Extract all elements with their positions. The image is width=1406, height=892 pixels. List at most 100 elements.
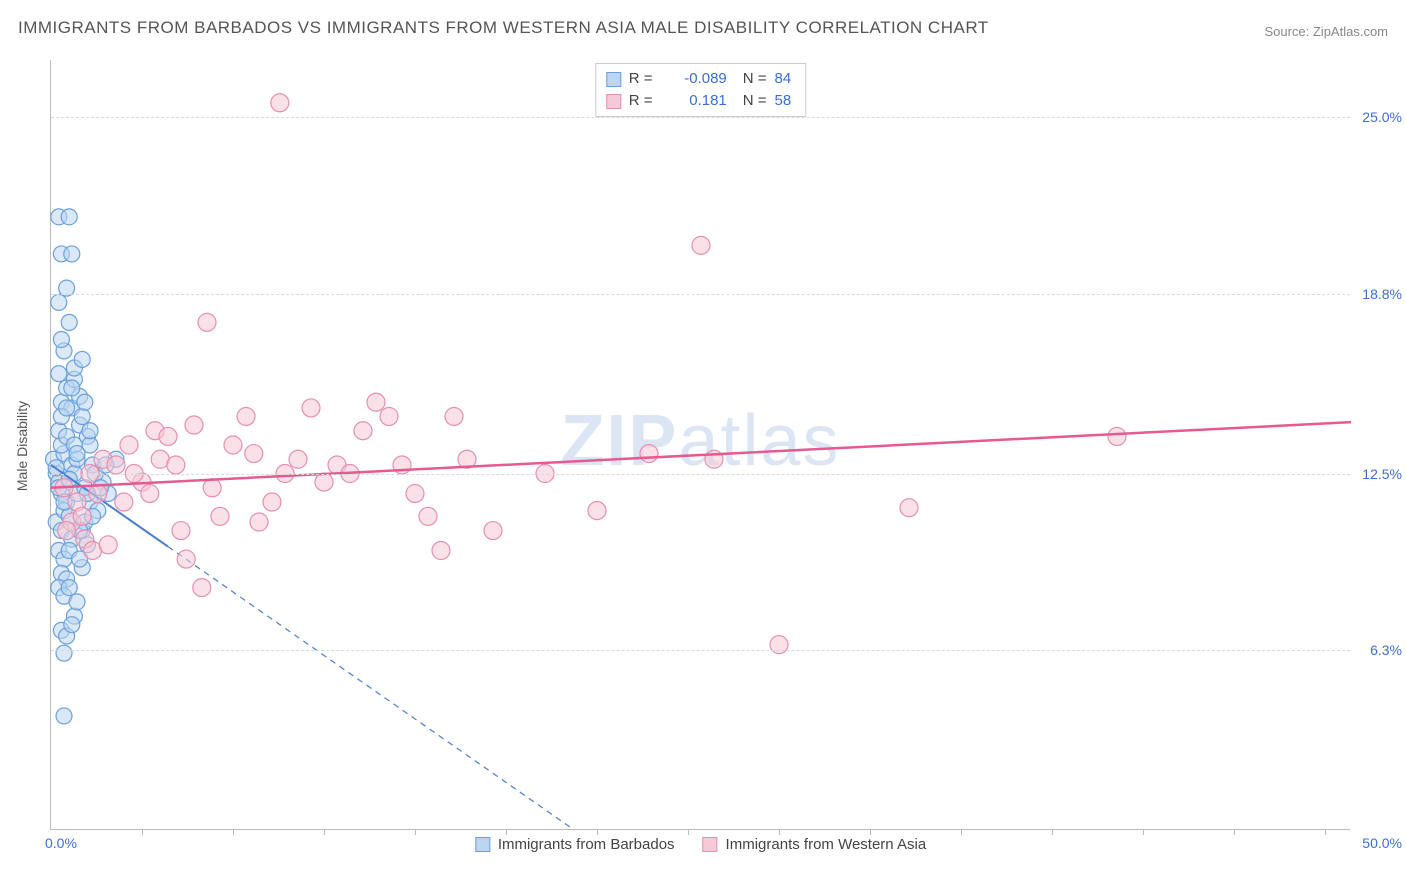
plot-area: ZIPatlas R = -0.089 N = 84 R = 0.181 N =… — [50, 60, 1350, 830]
scatter-point — [640, 445, 658, 463]
scatter-point — [51, 366, 67, 382]
scatter-point — [177, 550, 195, 568]
scatter-point — [692, 236, 710, 254]
legend-swatch-0 — [606, 72, 621, 87]
stat-r-value-0: -0.089 — [671, 68, 727, 90]
scatter-point — [64, 246, 80, 262]
xtick-mark — [688, 829, 689, 835]
chart-title: IMMIGRANTS FROM BARBADOS VS IMMIGRANTS F… — [18, 18, 989, 38]
stat-r-label: R = — [629, 90, 663, 112]
scatter-point — [61, 209, 77, 225]
scatter-point — [107, 456, 125, 474]
scatter-point — [69, 594, 85, 610]
scatter-point — [56, 645, 72, 661]
xtick-mark — [961, 829, 962, 835]
gridline — [51, 294, 1350, 295]
scatter-point — [172, 522, 190, 540]
scatter-point — [64, 380, 80, 396]
scatter-point — [73, 507, 91, 525]
ytick-label: 25.0% — [1354, 109, 1402, 125]
scatter-point — [69, 446, 85, 462]
scatter-point — [59, 400, 75, 416]
xtick-label: 50.0% — [1362, 835, 1402, 851]
scatter-point — [445, 407, 463, 425]
xtick-mark — [1325, 829, 1326, 835]
scatter-point — [588, 502, 606, 520]
scatter-point — [203, 479, 221, 497]
scatter-point — [224, 436, 242, 454]
xtick-mark — [870, 829, 871, 835]
legend-swatch-0 — [475, 837, 490, 852]
legend-label-1: Immigrants from Western Asia — [726, 836, 927, 853]
scatter-point — [64, 617, 80, 633]
xtick-mark — [506, 829, 507, 835]
scatter-point — [89, 484, 107, 502]
scatter-point — [198, 313, 216, 331]
y-axis-label: Male Disability — [14, 401, 30, 491]
ytick-label: 6.3% — [1354, 642, 1402, 658]
scatter-point — [354, 422, 372, 440]
scatter-point — [99, 536, 117, 554]
scatter-point — [61, 314, 77, 330]
legend-item-1: Immigrants from Western Asia — [703, 836, 927, 853]
chart-svg — [51, 60, 1350, 829]
bottom-legend: Immigrants from Barbados Immigrants from… — [463, 836, 938, 853]
xtick-mark — [415, 829, 416, 835]
scatter-point — [263, 493, 281, 511]
ytick-label: 18.8% — [1354, 286, 1402, 302]
scatter-point — [250, 513, 268, 531]
scatter-point — [61, 580, 77, 596]
scatter-point — [419, 507, 437, 525]
stat-r-value-1: 0.181 — [671, 90, 727, 112]
scatter-point — [211, 507, 229, 525]
stat-n-label: N = — [743, 90, 767, 112]
scatter-point — [58, 522, 76, 540]
xtick-mark — [233, 829, 234, 835]
stat-n-value-1: 58 — [775, 90, 792, 112]
trend-line-dashed — [168, 547, 574, 830]
scatter-point — [120, 436, 138, 454]
xtick-mark — [597, 829, 598, 835]
scatter-point — [289, 450, 307, 468]
legend-item-0: Immigrants from Barbados — [475, 836, 675, 853]
xtick-label: 0.0% — [45, 835, 77, 851]
legend-swatch-1 — [703, 837, 718, 852]
legend-stats-row-1: R = 0.181 N = 58 — [606, 90, 791, 112]
xtick-mark — [142, 829, 143, 835]
legend-label-0: Immigrants from Barbados — [498, 836, 675, 853]
scatter-point — [74, 351, 90, 367]
scatter-point — [53, 331, 69, 347]
ytick-label: 12.5% — [1354, 466, 1402, 482]
stat-r-label: R = — [629, 68, 663, 90]
scatter-point — [380, 407, 398, 425]
scatter-point — [406, 484, 424, 502]
stat-n-label: N = — [743, 68, 767, 90]
gridline — [51, 117, 1350, 118]
scatter-point — [245, 445, 263, 463]
source-label: Source: ZipAtlas.com — [1264, 24, 1388, 39]
scatter-point — [74, 408, 90, 424]
scatter-point — [115, 493, 133, 511]
gridline — [51, 650, 1350, 651]
scatter-point — [302, 399, 320, 417]
scatter-point — [185, 416, 203, 434]
scatter-point — [167, 456, 185, 474]
xtick-mark — [1143, 829, 1144, 835]
scatter-point — [77, 394, 93, 410]
xtick-mark — [324, 829, 325, 835]
scatter-point — [484, 522, 502, 540]
gridline — [51, 474, 1350, 475]
scatter-point — [51, 294, 67, 310]
scatter-point — [367, 393, 385, 411]
scatter-point — [141, 484, 159, 502]
xtick-mark — [1234, 829, 1235, 835]
scatter-point — [237, 407, 255, 425]
scatter-point — [271, 94, 289, 112]
xtick-mark — [779, 829, 780, 835]
scatter-point — [56, 708, 72, 724]
scatter-point — [1108, 427, 1126, 445]
scatter-point — [315, 473, 333, 491]
legend-stats: R = -0.089 N = 84 R = 0.181 N = 58 — [595, 63, 806, 117]
scatter-point — [900, 499, 918, 517]
scatter-point — [432, 542, 450, 560]
